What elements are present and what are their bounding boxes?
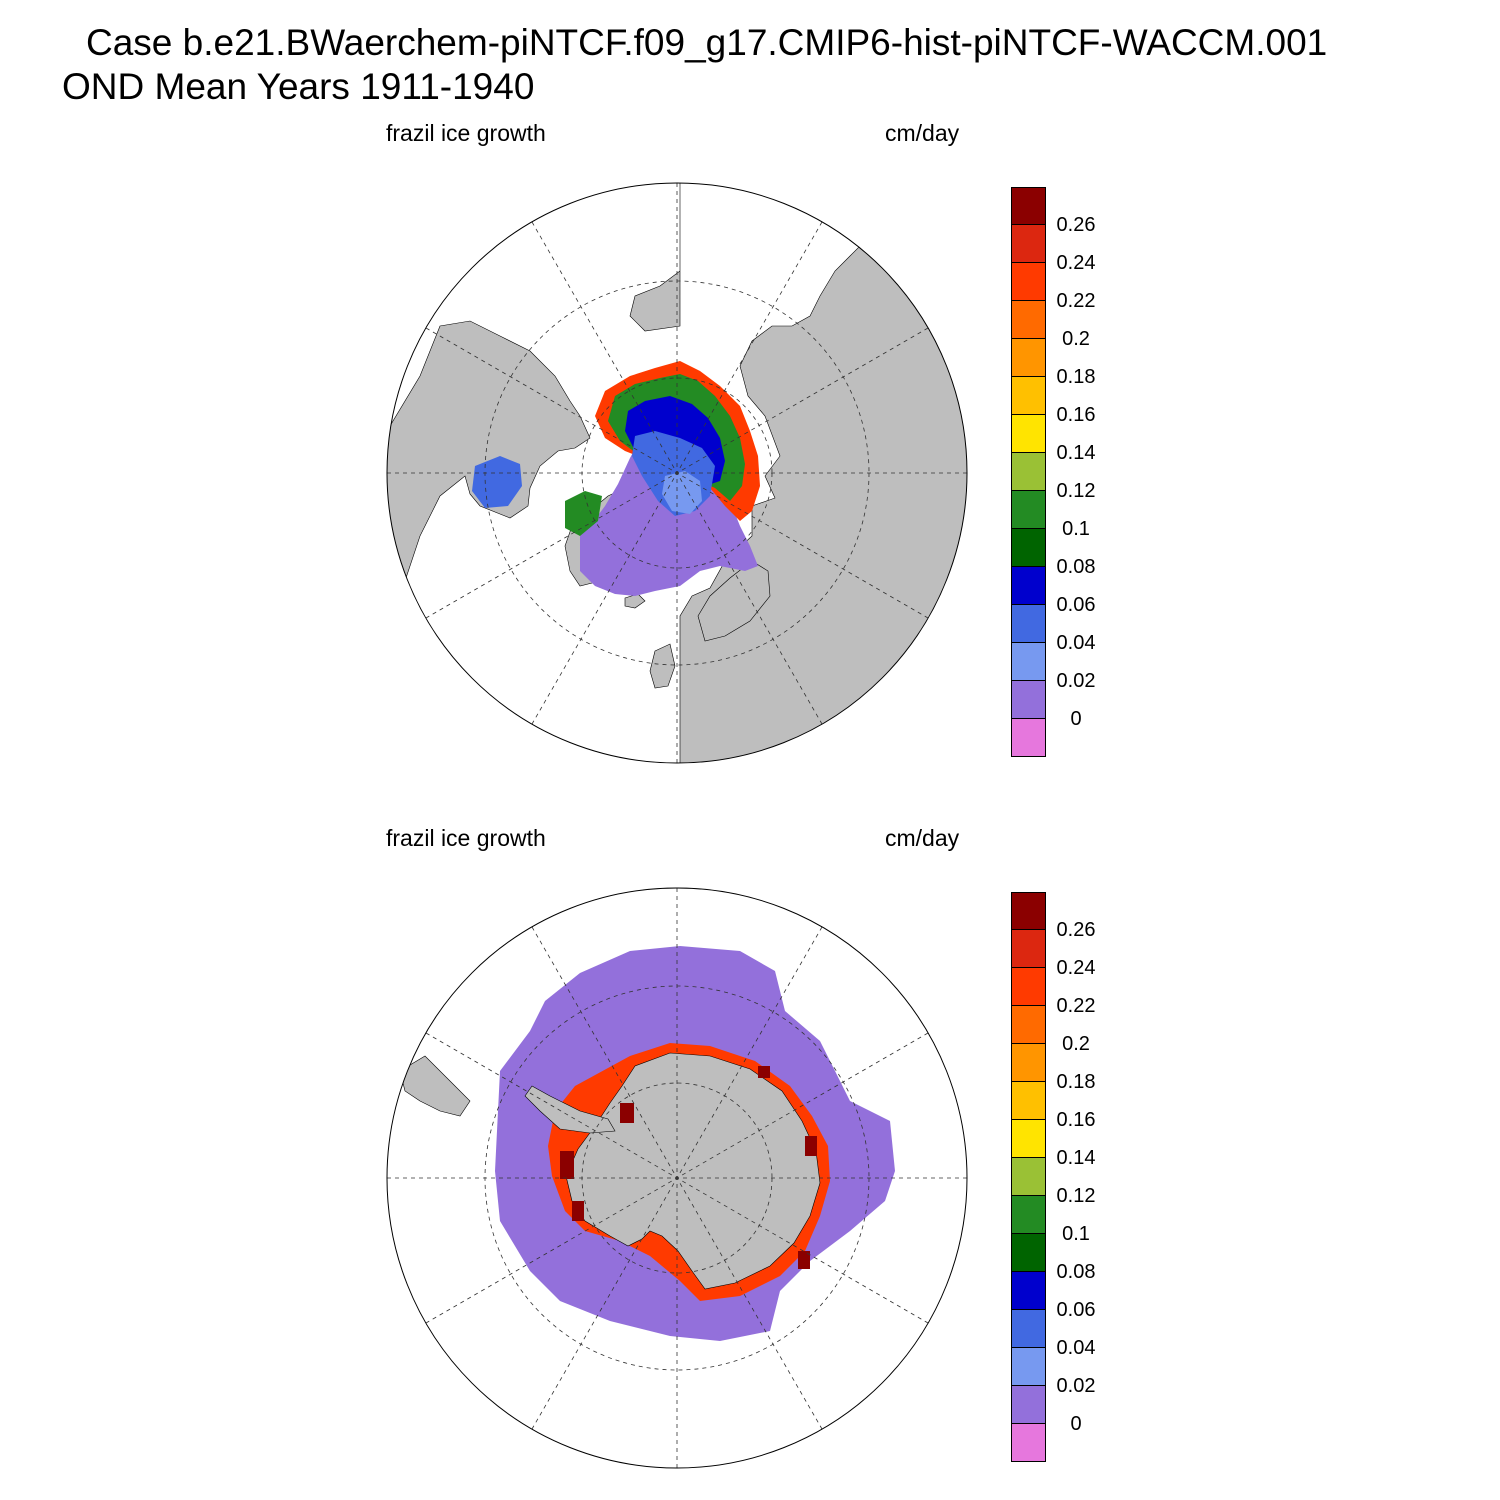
south-map-border bbox=[386, 887, 968, 1469]
south-colorbar-tick-label: 0.2 bbox=[1062, 1033, 1090, 1055]
north-colorbar-tick-label: 0.2 bbox=[1062, 328, 1090, 350]
south-hotspot-1 bbox=[560, 1151, 574, 1179]
north-colorbar-tick-label: 0.22 bbox=[1056, 290, 1096, 312]
north-panel-variable-label: frazil ice growth bbox=[386, 120, 546, 146]
north-colorbar-swatch bbox=[1011, 377, 1046, 415]
north-ice-hudson-bay bbox=[472, 456, 522, 508]
south-colorbar-tick-label: 0.26 bbox=[1056, 919, 1096, 941]
north-colorbar-tick-label: 0.12 bbox=[1056, 480, 1096, 502]
north-colorbar-swatch bbox=[1011, 529, 1046, 567]
north-panel-units-label: cm/day bbox=[885, 120, 960, 146]
south-colorbar-tick-label: 0.24 bbox=[1056, 957, 1096, 979]
north-ice-baffin-bay bbox=[565, 491, 602, 536]
south-hotspot-3 bbox=[758, 1066, 770, 1078]
south-colorbar-swatch bbox=[1011, 1424, 1046, 1462]
north-colorbar-tick-label: 0.08 bbox=[1056, 556, 1096, 578]
north-colorbar-tick-label: 0.02 bbox=[1056, 670, 1096, 692]
south-colorbar-tick-label: 0 bbox=[1070, 1413, 1082, 1435]
south-land-south-america bbox=[399, 1055, 471, 1117]
north-colorbar-swatch bbox=[1011, 225, 1046, 263]
north-colorbar-swatch bbox=[1011, 491, 1046, 529]
figure-title-case: Case b.e21.BWaerchem-piNTCF.f09_g17.CMIP… bbox=[86, 22, 1328, 63]
south-colorbar-swatch bbox=[1011, 1044, 1046, 1082]
south-colorbar-swatch bbox=[1011, 1196, 1046, 1234]
south-colorbar-tick-label: 0.22 bbox=[1056, 995, 1096, 1017]
north-polar-map bbox=[386, 182, 968, 764]
south-panel-variable-label: frazil ice growth bbox=[386, 825, 546, 851]
south-hotspot-4 bbox=[805, 1136, 817, 1156]
north-map-border bbox=[386, 182, 968, 764]
south-colorbar-tick-label: 0.1 bbox=[1062, 1223, 1090, 1245]
south-hotspot-5 bbox=[572, 1201, 584, 1221]
south-colorbar-swatch bbox=[1011, 930, 1046, 968]
north-colorbar-swatch bbox=[1011, 339, 1046, 377]
north-land-scandinavia bbox=[697, 560, 771, 642]
south-colorbar-tick-label: 0.18 bbox=[1056, 1071, 1096, 1093]
north-graticule bbox=[387, 183, 967, 763]
north-colorbar-swatch bbox=[1011, 681, 1046, 719]
north-colorbar-swatch bbox=[1011, 643, 1046, 681]
north-colorbar-tick-label: 0.18 bbox=[1056, 366, 1096, 388]
north-colorbar-tick-label: 0.14 bbox=[1056, 442, 1096, 464]
south-colorbar-swatch bbox=[1011, 1272, 1046, 1310]
south-colorbar-tick-label: 0.02 bbox=[1056, 1375, 1096, 1397]
south-colorbar-swatch bbox=[1011, 1348, 1046, 1386]
north-colorbar-swatch bbox=[1011, 415, 1046, 453]
north-ice-outer-purple bbox=[580, 436, 758, 596]
north-colorbar-tick-label: 0.24 bbox=[1056, 252, 1096, 274]
south-graticule bbox=[387, 888, 967, 1468]
south-colorbar-swatch bbox=[1011, 1310, 1046, 1348]
south-hotspot-6 bbox=[798, 1251, 810, 1269]
figure-title-period: OND Mean Years 1911-1940 bbox=[62, 66, 535, 107]
south-colorbar-tick-label: 0.08 bbox=[1056, 1261, 1096, 1283]
south-colorbar-swatch bbox=[1011, 1120, 1046, 1158]
north-colorbar-tick-label: 0.06 bbox=[1056, 594, 1096, 616]
south-colorbar-swatch bbox=[1011, 892, 1046, 930]
north-colorbar-swatch bbox=[1011, 301, 1046, 339]
south-panel-units-label: cm/day bbox=[885, 825, 960, 851]
north-land-british-isles bbox=[649, 643, 676, 689]
south-polar-map bbox=[386, 887, 968, 1469]
south-colorbar-swatch bbox=[1011, 1006, 1046, 1044]
north-colorbar-swatch bbox=[1011, 453, 1046, 491]
south-colorbar-swatch bbox=[1011, 1082, 1046, 1120]
south-land-antarctic-peninsula bbox=[524, 1085, 616, 1134]
south-colorbar-swatch bbox=[1011, 1158, 1046, 1196]
north-colorbar-tick-label: 0.04 bbox=[1056, 632, 1096, 654]
south-colorbar-tick-label: 0.12 bbox=[1056, 1185, 1096, 1207]
south-colorbar-tick-label: 0.04 bbox=[1056, 1337, 1096, 1359]
south-colorbar-tick-label: 0.14 bbox=[1056, 1147, 1096, 1169]
north-colorbar-tick-label: 0.16 bbox=[1056, 404, 1096, 426]
north-colorbar-swatch bbox=[1011, 605, 1046, 643]
south-colorbar-tick-label: 0.06 bbox=[1056, 1299, 1096, 1321]
north-colorbar: 0.26 0.24 0.22 0.2 0.18 0.16 0.14 0.12 0.1 0.08 0.… bbox=[1011, 187, 1095, 757]
south-colorbar-swatch bbox=[1011, 1386, 1046, 1424]
north-colorbar-tick-label: 0.26 bbox=[1056, 214, 1096, 236]
north-colorbar-swatch bbox=[1011, 567, 1046, 605]
south-colorbar-tick-label: 0.16 bbox=[1056, 1109, 1096, 1131]
north-colorbar-swatch bbox=[1011, 187, 1046, 225]
north-colorbar-swatch bbox=[1011, 719, 1046, 757]
north-colorbar-tick-label: 0 bbox=[1070, 708, 1082, 730]
south-hotspot-2 bbox=[620, 1103, 634, 1123]
south-colorbar: 0.26 0.24 0.22 0.2 0.18 0.16 0.14 0.12 0.1 0.08 0.… bbox=[1011, 892, 1095, 1462]
south-colorbar-swatch bbox=[1011, 968, 1046, 1006]
north-colorbar-swatch bbox=[1011, 263, 1046, 301]
north-colorbar-tick-label: 0.1 bbox=[1062, 518, 1090, 540]
south-colorbar-swatch bbox=[1011, 1234, 1046, 1272]
